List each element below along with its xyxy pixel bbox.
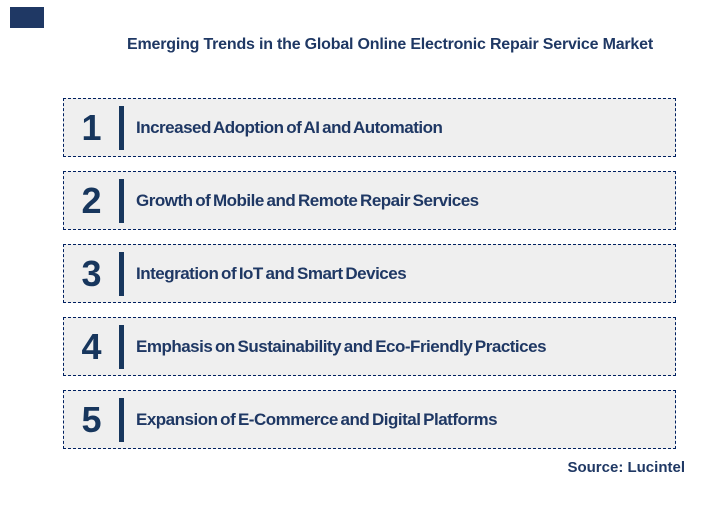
page-title: Emerging Trends in the Global Online Ele… [127, 36, 653, 53]
divider-bar [119, 251, 124, 296]
trend-row-1: 1 Increased Adoption of AI and Automatio… [63, 98, 676, 157]
divider-bar [119, 397, 124, 442]
trend-label: Expansion of E-Commerce and Digital Plat… [136, 409, 498, 429]
trend-number: 4 [81, 325, 102, 367]
divider-bar [119, 105, 124, 150]
trend-number: 1 [81, 106, 102, 148]
trend-row-3: 3 Integration of IoT and Smart Devices [63, 244, 676, 303]
brand-corner-mark [10, 7, 44, 28]
divider-bar [119, 178, 124, 223]
trend-label: Integration of IoT and Smart Devices [136, 263, 407, 283]
trend-label: Emphasis on Sustainability and Eco-Frien… [136, 336, 547, 356]
source-credit: Source: Lucintel [567, 459, 685, 476]
trend-row-5: 5 Expansion of E-Commerce and Digital Pl… [63, 390, 676, 449]
trend-label: Increased Adoption of AI and Automation [136, 117, 443, 137]
trend-number: 5 [81, 398, 102, 440]
trend-row-4: 4 Emphasis on Sustainability and Eco-Fri… [63, 317, 676, 376]
trend-label: Growth of Mobile and Remote Repair Servi… [136, 190, 479, 210]
trend-row-2: 2 Growth of Mobile and Remote Repair Ser… [63, 171, 676, 230]
trend-number: 3 [81, 252, 102, 294]
trend-list: 1 Increased Adoption of AI and Automatio… [63, 98, 676, 463]
trend-number: 2 [81, 179, 102, 221]
divider-bar [119, 324, 124, 369]
